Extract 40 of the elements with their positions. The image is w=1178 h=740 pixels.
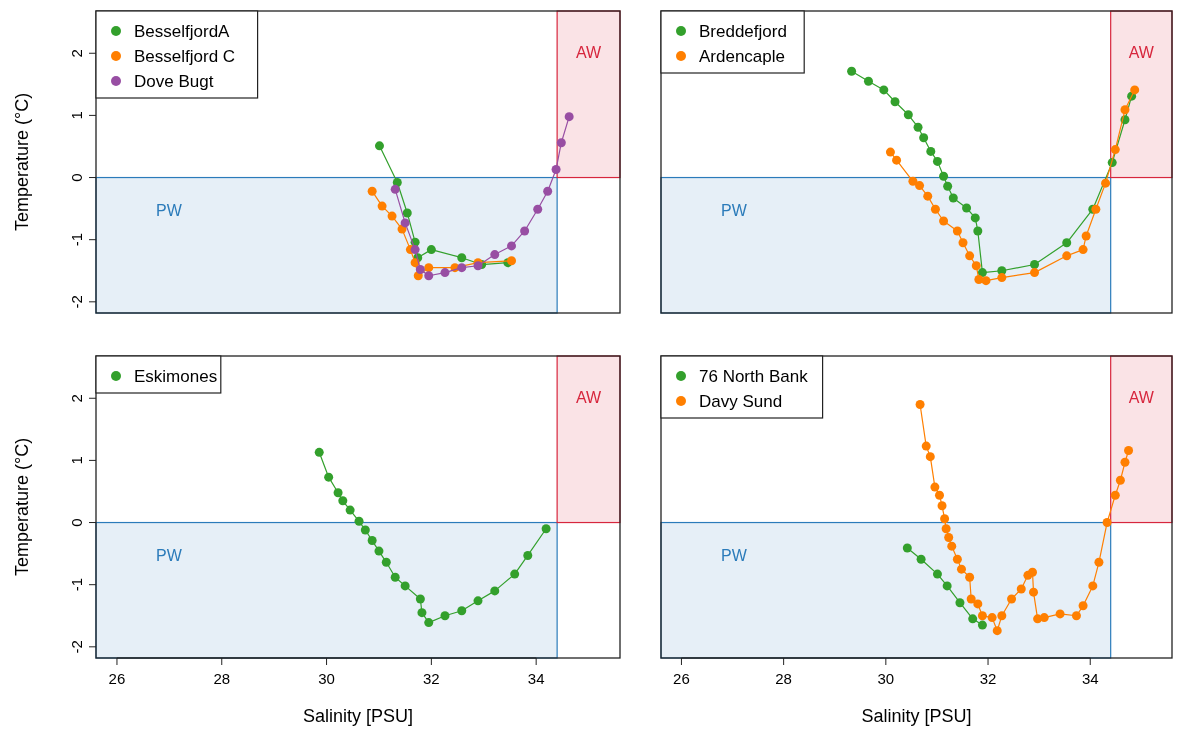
legend-label: Dove Bugt bbox=[134, 72, 214, 91]
x-tick-label: 34 bbox=[1081, 670, 1099, 687]
band-label: AW bbox=[575, 389, 603, 406]
x-axis-title: Salinity [PSU] bbox=[302, 706, 414, 726]
y-tick-label: -1 bbox=[68, 578, 85, 592]
legend-label: Breddefjord bbox=[699, 22, 787, 41]
y-tick-label: 1 bbox=[68, 456, 85, 465]
y-tick-label: 0 bbox=[68, 173, 85, 182]
x-tick-label: 32 bbox=[979, 670, 997, 687]
legend-label: BesselfjordA bbox=[134, 22, 231, 41]
band-label: PW bbox=[156, 546, 183, 564]
y-axis-title: Temperature (°C) bbox=[12, 437, 32, 577]
y-tick-label: 2 bbox=[68, 394, 85, 403]
band-label: AW bbox=[1128, 44, 1155, 61]
legend-label: Eskimones bbox=[134, 367, 218, 386]
x-tick-label: 30 bbox=[877, 670, 895, 687]
band-label: PW bbox=[721, 546, 748, 564]
band-label: PW bbox=[156, 201, 183, 219]
x-tick-label: 30 bbox=[318, 670, 335, 687]
x-tick-label: 26 bbox=[108, 670, 126, 687]
x-tick-label: 34 bbox=[527, 670, 545, 687]
x-axis-title: Salinity [PSU] bbox=[861, 706, 972, 726]
y-tick-label: -1 bbox=[68, 233, 85, 247]
x-tick-label: 26 bbox=[673, 670, 690, 687]
band-label: AW bbox=[1128, 389, 1155, 406]
y-tick-label: 2 bbox=[68, 49, 85, 58]
band-label: PW bbox=[721, 201, 748, 219]
y-tick-label: -2 bbox=[68, 640, 85, 654]
legend-label: Davy Sund bbox=[699, 392, 783, 411]
y-tick-label: 0 bbox=[68, 518, 85, 527]
x-tick-label: 32 bbox=[423, 670, 440, 687]
legend-label: Besselfjord C bbox=[134, 47, 236, 66]
y-axis-title: Temperature (°C) bbox=[12, 92, 32, 232]
legend-label: 76 North Bank bbox=[699, 367, 809, 386]
x-tick-label: 28 bbox=[775, 670, 792, 687]
x-tick-label: 28 bbox=[213, 670, 231, 687]
y-tick-label: 1 bbox=[68, 111, 85, 120]
y-tick-label: -2 bbox=[68, 295, 85, 309]
legend-label: Ardencaple bbox=[699, 47, 786, 66]
band-label: AW bbox=[575, 44, 603, 61]
